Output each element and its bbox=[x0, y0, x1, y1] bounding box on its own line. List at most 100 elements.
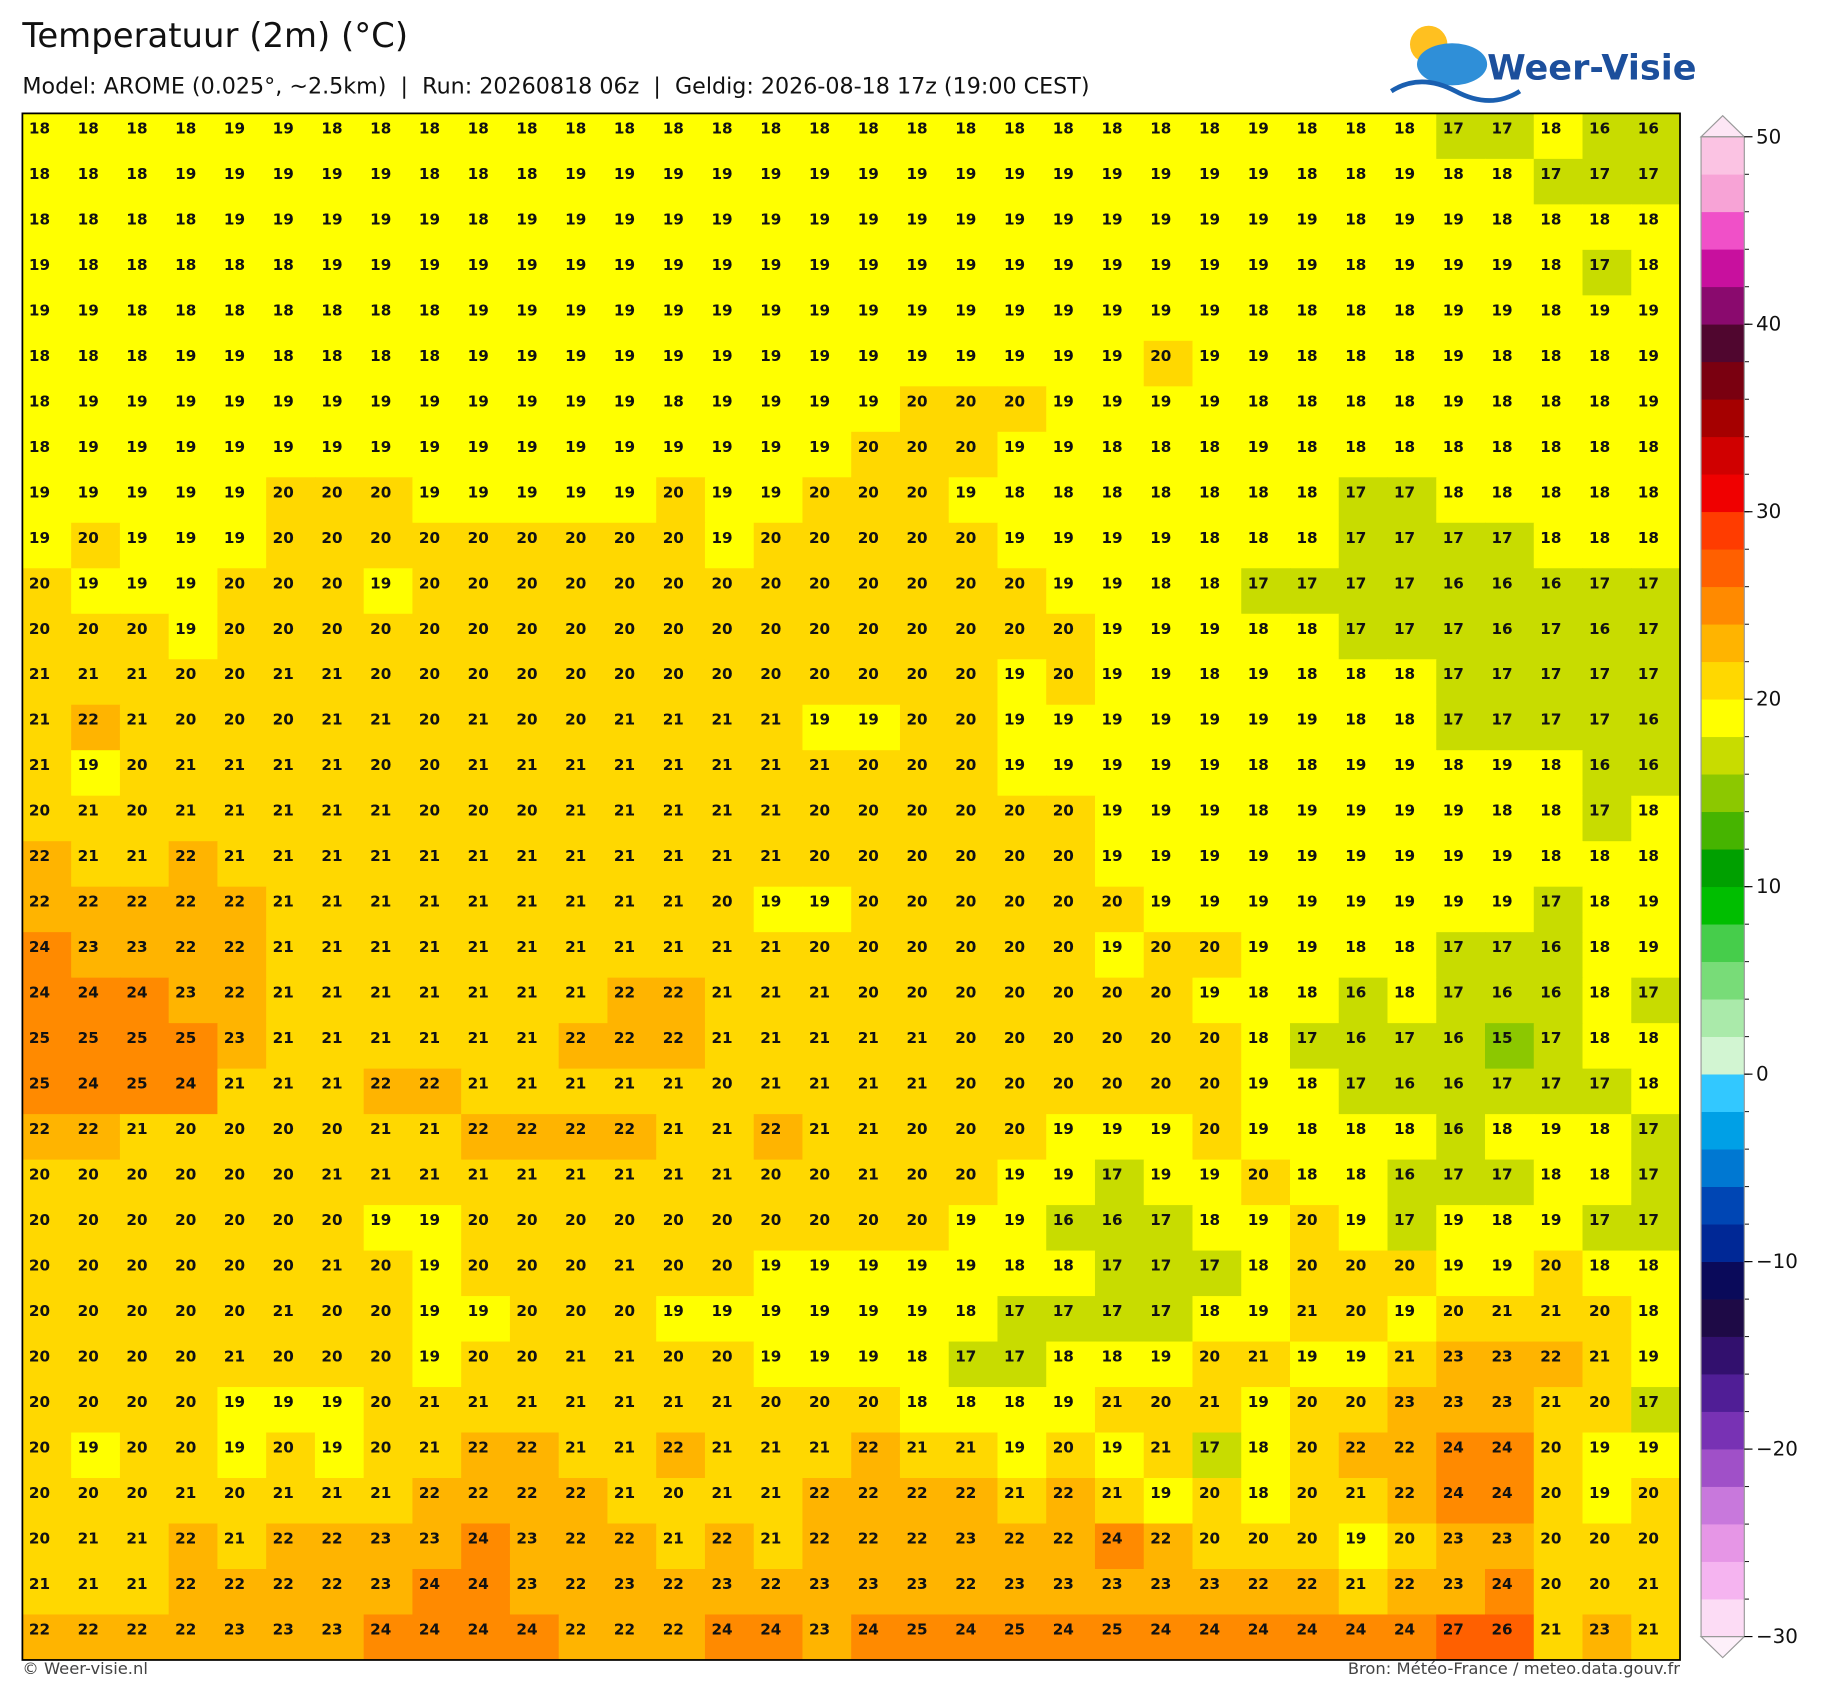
temp-label: 19 bbox=[1248, 1120, 1269, 1138]
temp-label: 20 bbox=[321, 529, 342, 547]
temp-label: 19 bbox=[175, 574, 196, 592]
temp-cell bbox=[1436, 1250, 1486, 1297]
temp-cell bbox=[558, 1205, 609, 1252]
temp-cell bbox=[607, 1068, 657, 1115]
temp-cell bbox=[1094, 613, 1145, 660]
temp-label: 19 bbox=[1053, 301, 1074, 319]
temp-cell bbox=[119, 431, 170, 478]
temp-cell bbox=[704, 932, 755, 979]
temp-label: 17 bbox=[1492, 938, 1513, 956]
temp-cell bbox=[607, 1614, 657, 1661]
temp-cell bbox=[412, 431, 462, 478]
temp-label: 20 bbox=[760, 1166, 781, 1184]
temp-cell bbox=[1289, 249, 1340, 296]
temp-label: 19 bbox=[1101, 574, 1122, 592]
temp-label: 24 bbox=[1296, 1620, 1317, 1638]
temp-label: 18 bbox=[1394, 301, 1415, 319]
temp-label: 19 bbox=[1150, 301, 1171, 319]
temp-cell bbox=[851, 1614, 901, 1661]
temp-cell bbox=[1192, 295, 1242, 342]
temp-cell bbox=[1192, 659, 1242, 706]
temp-label: 16 bbox=[1443, 1120, 1464, 1138]
temp-label: 19 bbox=[1004, 1166, 1025, 1184]
temp-cell bbox=[168, 1523, 219, 1570]
temp-label: 20 bbox=[126, 756, 147, 774]
temp-label: 20 bbox=[468, 529, 489, 547]
temp-label: 18 bbox=[78, 119, 99, 137]
temp-label: 20 bbox=[468, 1257, 489, 1275]
temp-label: 19 bbox=[1248, 1302, 1269, 1320]
temp-label: 20 bbox=[321, 483, 342, 501]
temp-cell bbox=[217, 886, 267, 933]
temp-label: 22 bbox=[29, 847, 50, 865]
temp-label: 19 bbox=[711, 483, 732, 501]
temp-cell bbox=[802, 1614, 852, 1661]
temp-cell bbox=[1485, 1523, 1535, 1570]
temp-label: 21 bbox=[273, 665, 294, 683]
temp-cell bbox=[948, 1478, 999, 1525]
temp-cell bbox=[266, 1341, 316, 1388]
temp-cell bbox=[314, 704, 365, 751]
temp-label: 19 bbox=[1394, 847, 1415, 865]
temp-label: 21 bbox=[1101, 1393, 1122, 1411]
temp-cell bbox=[1046, 158, 1096, 205]
temp-label: 17 bbox=[1150, 1302, 1171, 1320]
temp-label: 22 bbox=[1053, 1484, 1074, 1502]
temp-label: 21 bbox=[29, 711, 50, 729]
temp-label: 20 bbox=[516, 1348, 537, 1366]
temp-label: 20 bbox=[955, 711, 976, 729]
temp-cell bbox=[266, 1250, 316, 1297]
temp-label: 18 bbox=[1589, 483, 1610, 501]
temp-label: 19 bbox=[955, 165, 976, 183]
temp-cell bbox=[71, 1023, 121, 1070]
temp-label: 18 bbox=[1345, 711, 1366, 729]
temp-cell bbox=[1485, 1432, 1535, 1479]
temp-cell bbox=[22, 750, 72, 797]
temp-label: 22 bbox=[224, 938, 245, 956]
temp-cell bbox=[1241, 1250, 1291, 1297]
temp-cell bbox=[607, 204, 657, 251]
temp-label: 22 bbox=[516, 1439, 537, 1457]
temp-label: 22 bbox=[565, 1029, 586, 1047]
temp-cell bbox=[607, 113, 657, 160]
temp-label: 16 bbox=[1492, 984, 1513, 1002]
temp-label: 20 bbox=[29, 1439, 50, 1457]
temp-label: 18 bbox=[1638, 529, 1659, 547]
temp-cell bbox=[22, 113, 72, 160]
temp-cell bbox=[704, 477, 755, 524]
temp-label: 21 bbox=[906, 1075, 927, 1093]
temp-label: 18 bbox=[126, 210, 147, 228]
temp-cell bbox=[1533, 386, 1584, 433]
temp-cell bbox=[1338, 1068, 1389, 1115]
temp-cell bbox=[22, 1250, 72, 1297]
temp-label: 20 bbox=[126, 1211, 147, 1229]
temp-label: 18 bbox=[1492, 802, 1513, 820]
temp-label: 21 bbox=[273, 802, 294, 820]
temp-label: 21 bbox=[370, 1029, 391, 1047]
temp-cell bbox=[704, 1296, 755, 1343]
temp-cell bbox=[1582, 113, 1632, 160]
temp-label: 19 bbox=[565, 483, 586, 501]
temp-label: 18 bbox=[663, 119, 684, 137]
temp-cell bbox=[1631, 1114, 1681, 1161]
map-frame bbox=[21, 112, 1681, 1661]
temp-label: 20 bbox=[906, 665, 927, 683]
temp-cell bbox=[412, 204, 462, 251]
temp-cell bbox=[656, 1296, 706, 1343]
temp-cell bbox=[168, 977, 219, 1024]
temp-cell bbox=[217, 841, 267, 888]
temp-label: 17 bbox=[1638, 1211, 1659, 1229]
map-cells: 18 18 18 18 19 19 18 18 18 18 18 18 18 18 18 18 18 18 18 18… bbox=[22, 113, 1681, 1661]
temp-cell bbox=[314, 1250, 365, 1297]
temp-label: 20 bbox=[273, 1166, 294, 1184]
temp-cell bbox=[217, 659, 267, 706]
temp-label: 22 bbox=[565, 1620, 586, 1638]
temp-label: 19 bbox=[516, 210, 537, 228]
temp-cell bbox=[948, 340, 999, 387]
temp-cell bbox=[1289, 1432, 1340, 1479]
temp-label: 18 bbox=[1540, 1166, 1561, 1184]
temp-label: 19 bbox=[419, 438, 440, 456]
temp-label: 22 bbox=[1004, 1530, 1025, 1548]
temp-label: 20 bbox=[906, 802, 927, 820]
temp-cell bbox=[997, 1114, 1047, 1161]
